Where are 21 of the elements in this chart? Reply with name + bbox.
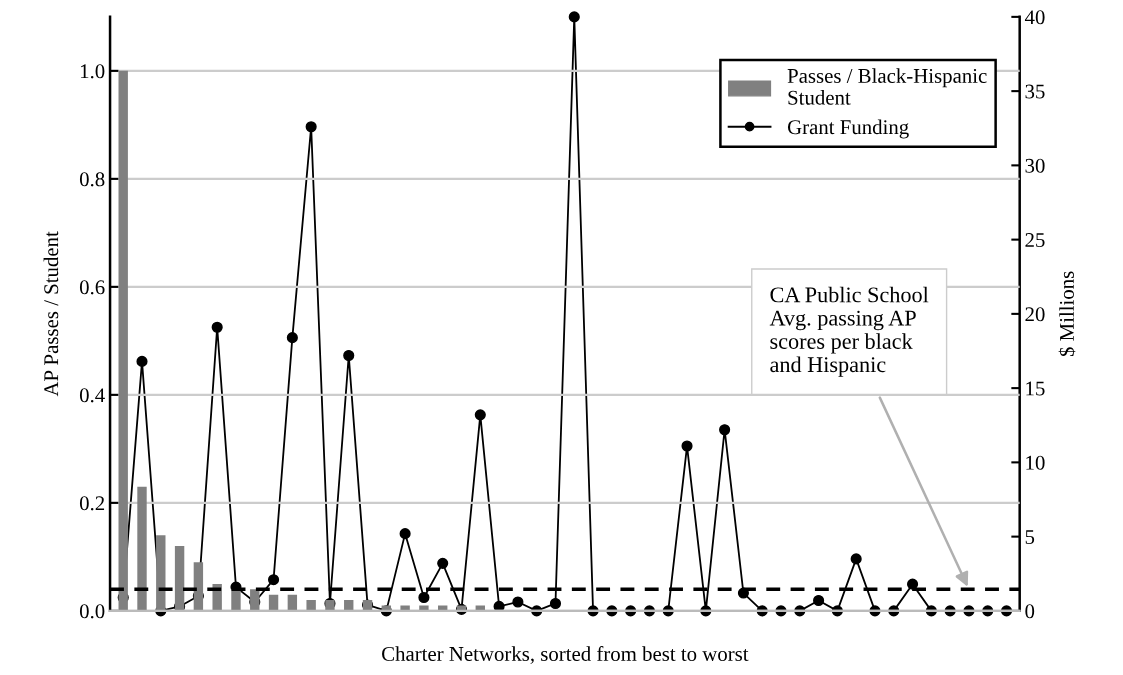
legend-label: Passes / Black-Hispanic Student [787, 68, 987, 105]
y2-tick-label: 0 [1025, 604, 1035, 619]
y-tick-label: 0.2 [79, 496, 105, 511]
y2-tick-label: 30 [1025, 158, 1045, 173]
y-tick-label: 0.6 [79, 280, 105, 295]
y-tick-label: 0.4 [79, 388, 105, 403]
y2-tick-label: 35 [1025, 84, 1045, 99]
y2-tick-label: 20 [1025, 307, 1045, 322]
y2-tick-label: 10 [1026, 455, 1045, 470]
y-tick-label: 0.0 [79, 604, 105, 619]
y-axis-title: AP Passes / Student [43, 231, 59, 397]
y2-tick-label: 5 [1025, 530, 1035, 545]
legend-label: Grant Funding [787, 119, 909, 139]
y-tick-label: 1.0 [80, 64, 105, 79]
y2-axis-title: $ Millions [1058, 271, 1076, 357]
y2-tick-label: 25 [1025, 233, 1045, 248]
y2-tick-label: 15 [1026, 381, 1045, 396]
x-axis-title: Charter Networks, sorted from best to worst [382, 646, 749, 664]
ref-line-label: CA Public School Avg. passing AP scores per black and Hispanic [769, 286, 929, 377]
y2-tick-label: 40 [1024, 10, 1045, 25]
y-tick-label: 0.8 [79, 172, 105, 187]
